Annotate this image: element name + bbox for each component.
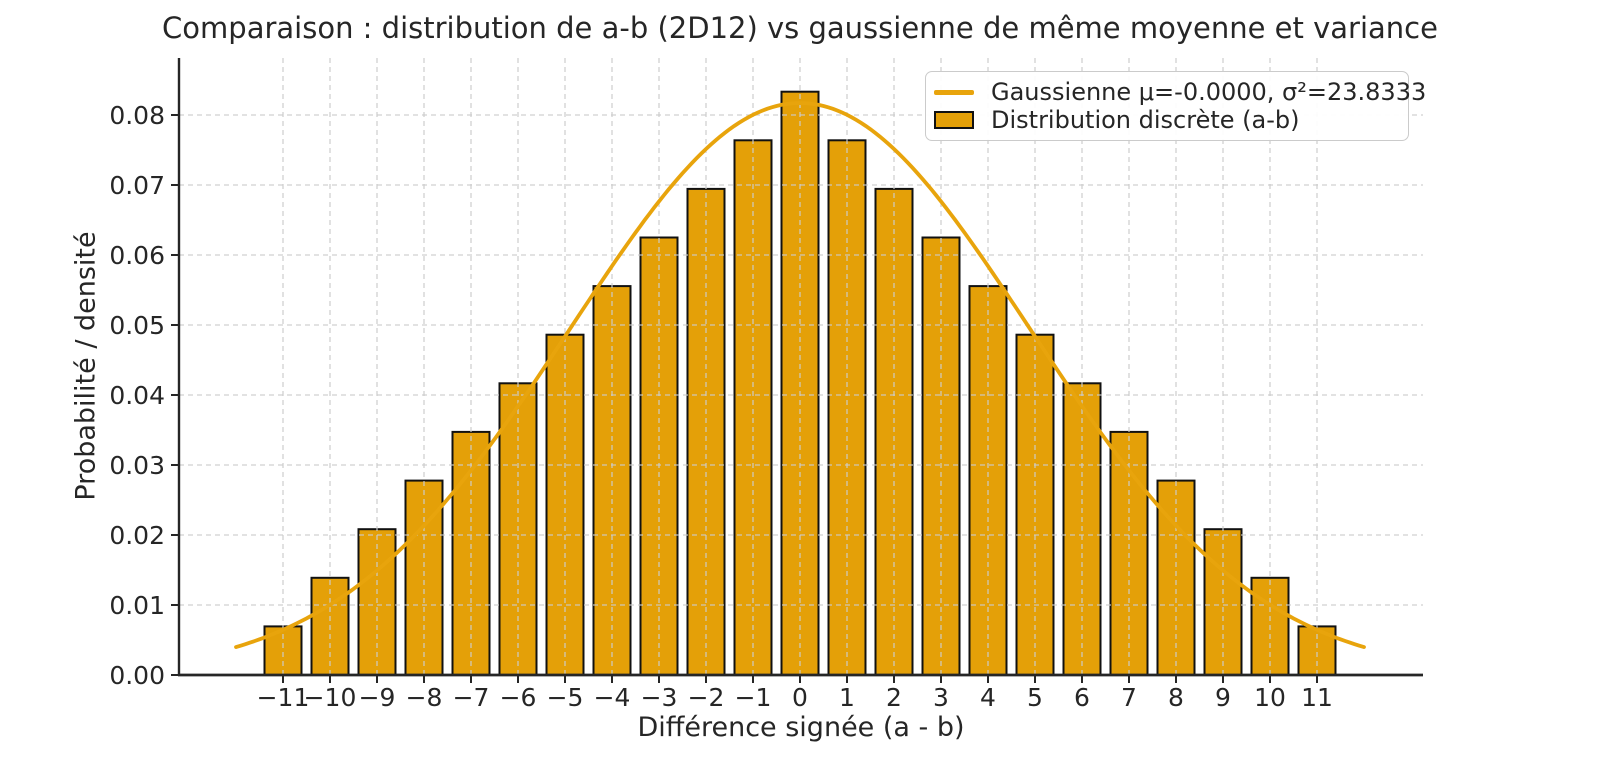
x-tick-label: −9 — [359, 683, 396, 712]
x-tick-label: −2 — [688, 683, 725, 712]
y-tick-label: 0.05 — [109, 311, 165, 340]
legend-entry-bars: Distribution discrète (a-b) — [934, 106, 1398, 134]
y-tick-label: 0.04 — [109, 381, 165, 410]
x-tick-label: 1 — [839, 683, 855, 712]
x-tick-label: 6 — [1074, 683, 1090, 712]
y-tick-label: 0.06 — [109, 241, 165, 270]
x-tick-label: 7 — [1121, 683, 1137, 712]
legend-label-bars: Distribution discrète (a-b) — [991, 106, 1300, 134]
x-tick-label: −1 — [735, 683, 772, 712]
y-axis-label: Probabilité / densité — [70, 231, 102, 501]
x-tick-label: −4 — [594, 683, 631, 712]
chart-title: Comparaison : distribution de a-b (2D12)… — [162, 11, 1438, 45]
x-tick-label: −11 — [257, 683, 310, 712]
x-tick-label: 3 — [933, 683, 949, 712]
y-tick-label: 0.03 — [109, 451, 165, 480]
y-tick-label: 0.07 — [109, 171, 165, 200]
x-tick-label: 0 — [792, 683, 808, 712]
x-tick-label: 10 — [1254, 683, 1286, 712]
x-tick-label: 5 — [1027, 683, 1043, 712]
legend: Gaussienne μ=-0.0000, σ²=23.8333 Distrib… — [925, 71, 1426, 141]
x-tick-label: −3 — [641, 683, 678, 712]
x-tick-label: −10 — [304, 683, 357, 712]
x-tick-label: 2 — [886, 683, 902, 712]
x-tick-label: 4 — [980, 683, 996, 712]
y-tick-label: 0.02 — [109, 521, 165, 550]
x-tick-label: 9 — [1215, 683, 1231, 712]
x-tick-label: 8 — [1168, 683, 1184, 712]
y-tick-label: 0.08 — [109, 101, 165, 130]
x-tick-label: −8 — [406, 683, 443, 712]
legend-label-gaussian: Gaussienne μ=-0.0000, σ²=23.8333 — [991, 78, 1427, 106]
x-tick-label: 11 — [1301, 683, 1333, 712]
gaussian-curve — [234, 101, 1366, 649]
y-tick-label: 0.01 — [109, 591, 165, 620]
legend-patch-swatch — [934, 111, 974, 129]
x-tick-label: −5 — [547, 683, 584, 712]
x-axis-label: Différence signée (a - b) — [637, 712, 965, 743]
x-tick-label: −6 — [500, 683, 537, 712]
y-tick-label: 0.00 — [109, 661, 165, 690]
legend-line-swatch — [934, 89, 974, 95]
x-tick-label: −7 — [453, 683, 490, 712]
legend-entry-gaussian: Gaussienne μ=-0.0000, σ²=23.8333 — [934, 78, 1426, 106]
